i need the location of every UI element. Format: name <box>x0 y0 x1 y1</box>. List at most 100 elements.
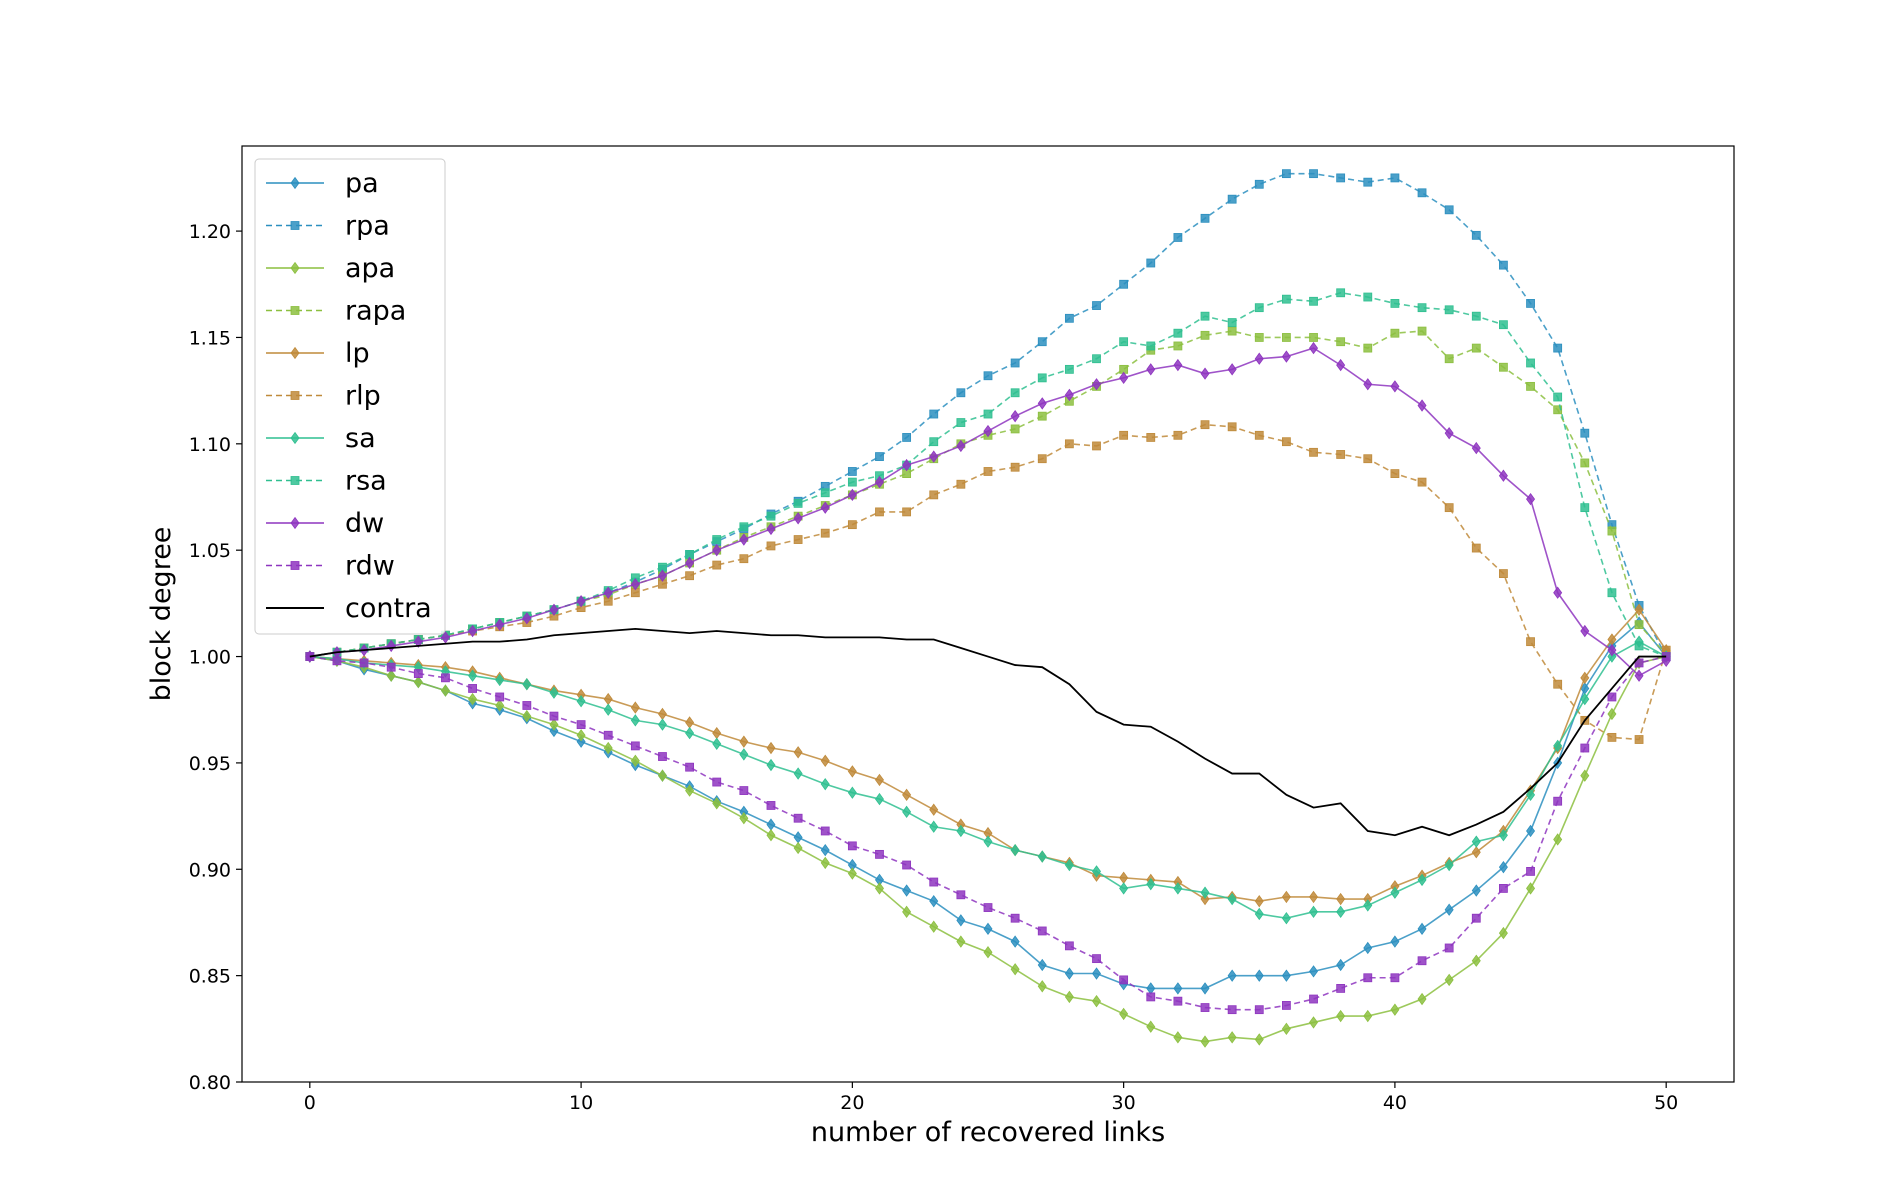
dw-point <box>1417 399 1427 412</box>
rapa-point <box>1471 343 1481 353</box>
rapa-point <box>1010 424 1020 434</box>
apa-point <box>413 675 423 689</box>
pa-point <box>902 884 912 897</box>
rdw-point <box>739 786 749 795</box>
apa-point <box>820 856 830 870</box>
lp-point <box>1634 603 1644 616</box>
apa-point <box>495 699 505 712</box>
dw-point <box>1580 624 1590 638</box>
y-tick-label: 1.05 <box>189 540 231 562</box>
rdw-point <box>766 801 776 810</box>
legend-label-rpa: rpa <box>345 211 390 242</box>
lp-point <box>820 754 830 767</box>
rlp-point <box>1309 447 1318 457</box>
dw-point <box>1607 643 1617 657</box>
apa-point <box>1444 973 1454 987</box>
sa-point <box>1580 692 1590 706</box>
dw-point <box>766 522 776 536</box>
rpa-point <box>1037 337 1047 347</box>
apa-point <box>522 709 532 723</box>
rpa-point <box>1064 313 1074 323</box>
rdw-point <box>630 741 640 751</box>
sa-point <box>1146 877 1156 891</box>
rlp-point <box>1336 450 1346 459</box>
rapa-point <box>1200 330 1210 340</box>
legend-rapa-point <box>290 306 300 315</box>
dw-point <box>956 439 966 453</box>
x-tick-label: 10 <box>569 1092 593 1114</box>
rpa-point <box>1363 177 1373 187</box>
series-contra <box>309 627 1667 837</box>
rdw-point <box>1119 975 1129 985</box>
apa-point <box>1173 1031 1183 1044</box>
pa-point <box>1227 969 1237 982</box>
dw-point <box>549 603 559 616</box>
x-tick-label: 20 <box>840 1092 864 1114</box>
rsa-point <box>1146 341 1156 351</box>
dw-point <box>495 618 505 631</box>
rlp-point <box>1092 441 1101 451</box>
lp-point <box>739 735 749 748</box>
y-tick-label: 1.15 <box>189 327 231 349</box>
rdw-point <box>983 903 993 912</box>
apa-point <box>576 729 586 742</box>
apa-point <box>847 867 857 880</box>
pa-point <box>1390 935 1400 948</box>
rsa-point <box>1227 318 1237 327</box>
rpa-point <box>983 371 993 381</box>
sa-point <box>1227 892 1237 906</box>
rdw-point <box>1390 973 1400 983</box>
rsa-line <box>309 291 1667 658</box>
dw-point <box>712 544 722 557</box>
rsa-point <box>712 535 722 544</box>
dw-point <box>1336 358 1346 372</box>
rdw-point <box>413 669 423 678</box>
rdw-line <box>309 655 1667 1011</box>
rdw-point <box>1092 954 1101 964</box>
rsa-point <box>1282 294 1291 304</box>
apa-point <box>739 812 749 825</box>
rsa-point <box>983 409 993 419</box>
lp-point <box>874 773 884 787</box>
rsa-point <box>1254 303 1264 313</box>
rlp-point <box>1634 735 1644 744</box>
pa-point <box>1444 903 1454 916</box>
apa-point <box>983 946 993 959</box>
apa-point <box>1281 1022 1291 1036</box>
rdw-point <box>1444 943 1454 953</box>
legend-label-sa: sa <box>345 423 376 454</box>
dw-point <box>1281 350 1291 363</box>
sa-point <box>1336 905 1346 918</box>
rlp-point <box>983 467 993 476</box>
rpa-point <box>1119 279 1129 289</box>
sa-point <box>1119 882 1129 895</box>
rlp-point <box>1471 543 1481 553</box>
rapa-point <box>1363 343 1373 353</box>
apa-point <box>657 769 667 782</box>
rapa-point <box>1336 337 1346 347</box>
rdw-point <box>1146 992 1156 1002</box>
apa-point <box>603 741 613 755</box>
sa-point <box>902 805 912 819</box>
rsa-point <box>1417 303 1427 313</box>
rdw-point <box>576 720 586 730</box>
rdw-point <box>1254 1005 1264 1015</box>
x-axis-label: number of recovered links <box>811 1117 1165 1148</box>
apa-point <box>386 669 396 682</box>
rapa-point <box>1173 341 1183 351</box>
legend-lp-point <box>290 346 300 360</box>
rlp-point <box>1363 454 1373 464</box>
dw-point <box>1200 367 1210 380</box>
rsa-point <box>1390 299 1400 308</box>
pa-point <box>1363 941 1373 955</box>
pa-point <box>1417 922 1427 936</box>
pa-point <box>1064 967 1074 980</box>
apa-point <box>1390 1003 1400 1016</box>
dw-point <box>1526 492 1536 506</box>
pa-point <box>1173 982 1183 995</box>
apa-point <box>766 829 776 842</box>
apa-point <box>1092 994 1102 1008</box>
lp-point <box>902 788 912 801</box>
rdw-point <box>1580 743 1590 753</box>
pa-point <box>1092 967 1102 980</box>
